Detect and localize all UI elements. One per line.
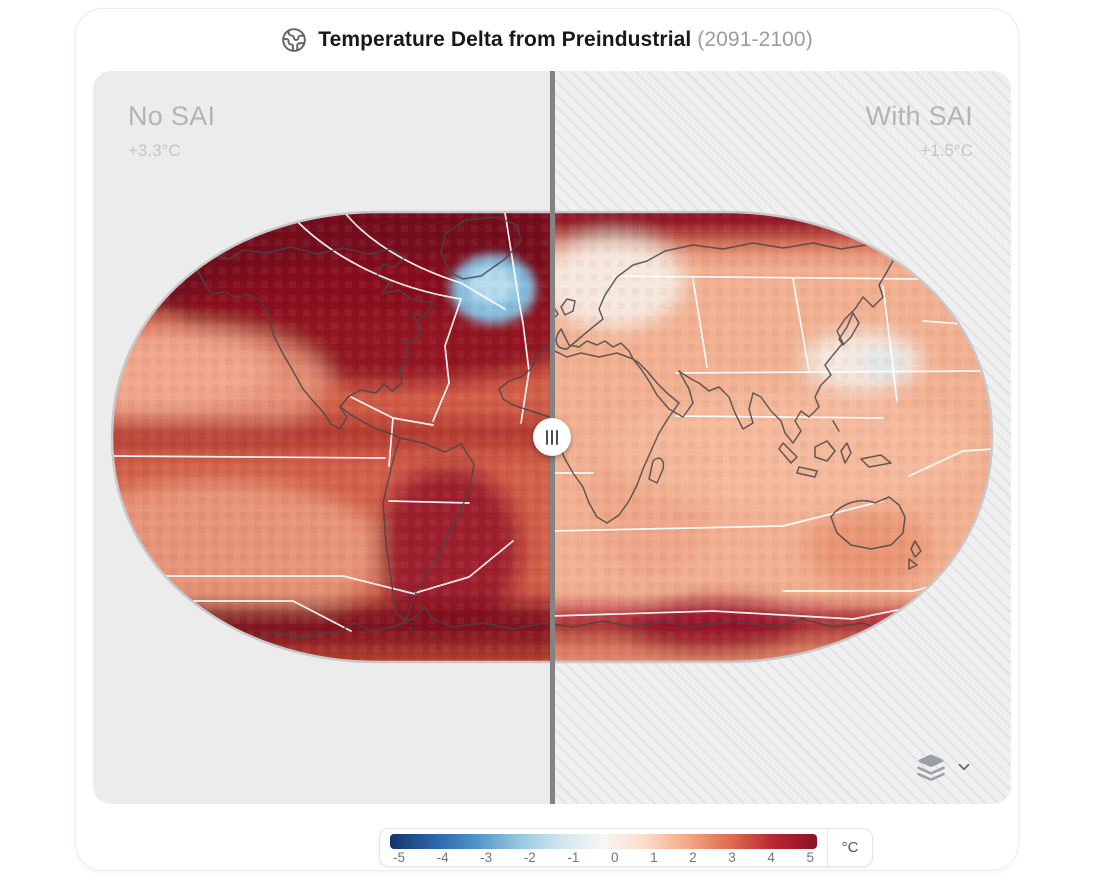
legend-tick: 2	[689, 850, 697, 865]
color-scale-legend: -5 -4 -3 -2 -1 0 1 2 3 4 5 °C	[379, 828, 873, 867]
layers-icon	[917, 754, 945, 781]
no-sai-label-group: No SAI +3.3°C	[128, 101, 215, 161]
legend-tick: -3	[480, 850, 493, 865]
main-card: Temperature Delta from Preindustrial (20…	[75, 8, 1019, 871]
legend-tick: -5	[393, 850, 406, 865]
legend-ticks: -5 -4 -3 -2 -1 0 1 2 3 4 5	[390, 850, 817, 865]
grip-vertical-icon	[546, 429, 548, 445]
legend-tick: 0	[610, 850, 619, 865]
legend-tick: -1	[567, 850, 580, 865]
scenario-label-left: No SAI	[128, 101, 216, 131]
legend-tick: 3	[728, 850, 736, 865]
scenario-label-right: With SAI	[865, 101, 973, 131]
map-panel: No SAI +3.3°C With SAI +1.5°C	[93, 71, 1011, 804]
divider-handle[interactable]	[533, 418, 571, 456]
legend-main: -5 -4 -3 -2 -1 0 1 2 3 4 5	[380, 829, 827, 866]
color-gradient-bar	[390, 834, 817, 849]
scenario-delta-right: +1.5°C	[920, 141, 973, 160]
scenario-delta-left: +3.3°C	[128, 141, 181, 160]
legend-tick: -2	[523, 850, 536, 865]
grip-vertical-icon	[551, 429, 553, 445]
earth-icon	[281, 27, 307, 53]
chevron-down-icon	[958, 763, 970, 771]
layers-button[interactable]	[916, 752, 973, 782]
legend-tick: 1	[650, 850, 658, 865]
page-title: Temperature Delta from Preindustrial (20…	[318, 28, 813, 51]
legend-tick: -4	[436, 850, 449, 865]
period-label: (2091-2100)	[697, 28, 813, 51]
legend-tick: 5	[806, 850, 814, 865]
grip-vertical-icon	[556, 429, 558, 445]
legend-tick: 4	[767, 850, 775, 865]
legend-unit: °C	[827, 829, 872, 866]
header: Temperature Delta from Preindustrial (20…	[76, 9, 1018, 71]
with-sai-label-group: With SAI +1.5°C	[866, 101, 973, 161]
with-sai-hatched-background	[552, 71, 1011, 804]
